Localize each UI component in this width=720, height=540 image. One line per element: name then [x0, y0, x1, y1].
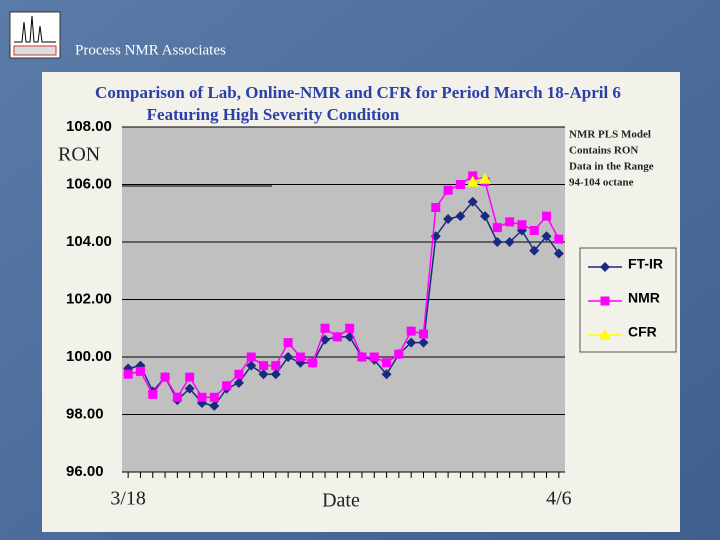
marker	[479, 172, 492, 184]
chart-title: Comparison of Lab, Online-NMR and CFR fo…	[95, 83, 621, 102]
marker	[467, 196, 478, 207]
marker	[135, 366, 145, 376]
x-tick-label: 3/18	[110, 488, 146, 510]
marker	[418, 329, 428, 339]
marker	[233, 377, 244, 388]
marker	[455, 180, 465, 189]
marker	[431, 203, 441, 212]
y-axis-label: RON	[58, 144, 100, 166]
header: Process NMR Associates	[75, 42, 226, 58]
marker	[283, 352, 294, 362]
marker	[345, 323, 355, 333]
legend-label: CFR	[628, 324, 657, 340]
marker	[492, 237, 503, 247]
marker	[283, 338, 293, 348]
marker	[234, 369, 244, 379]
annotation: 94-104 octane	[569, 177, 634, 189]
logo	[9, 11, 61, 59]
marker	[160, 372, 170, 382]
marker	[320, 323, 330, 333]
annotation: Contains RON	[569, 145, 638, 157]
marker	[443, 214, 454, 224]
marker	[246, 352, 256, 362]
marker	[209, 400, 220, 411]
y-tick-label: 104.00	[66, 233, 112, 250]
marker	[381, 369, 392, 380]
marker	[394, 349, 404, 359]
marker	[123, 369, 133, 379]
marker	[184, 383, 195, 394]
marker	[382, 358, 392, 368]
marker	[542, 211, 552, 221]
marker	[553, 248, 564, 259]
marker	[185, 372, 195, 382]
marker	[259, 361, 269, 371]
marker	[554, 234, 564, 244]
marker	[455, 211, 466, 222]
marker	[148, 389, 158, 399]
marker	[443, 185, 453, 195]
marker	[246, 360, 257, 371]
x-axis-label: Date	[322, 490, 360, 512]
annotation: NMR PLS Model	[569, 129, 651, 141]
marker	[492, 223, 502, 233]
marker	[406, 326, 416, 336]
marker	[295, 352, 305, 362]
marker	[406, 337, 417, 348]
marker	[308, 358, 318, 368]
marker	[599, 329, 611, 340]
marker	[600, 296, 610, 306]
marker	[517, 220, 527, 230]
y-tick-label: 98.00	[66, 405, 104, 422]
marker	[418, 337, 429, 348]
legend-label: NMR	[628, 290, 660, 306]
x-tick-label: 4/6	[546, 488, 572, 510]
chart-subtitle: Featuring High Severity Condition	[147, 105, 400, 124]
marker	[332, 332, 342, 342]
annotation: Data in the Range	[569, 161, 654, 173]
y-tick-label: 96.00	[66, 463, 104, 480]
marker	[504, 237, 515, 247]
marker	[271, 361, 281, 371]
legend-label: FT-IR	[628, 256, 663, 272]
marker	[466, 175, 479, 187]
marker	[369, 352, 379, 362]
marker	[529, 226, 539, 235]
y-tick-label: 102.00	[66, 290, 112, 307]
y-tick-label: 106.00	[66, 175, 112, 192]
marker	[505, 217, 515, 227]
marker	[172, 392, 182, 402]
marker	[209, 392, 219, 402]
marker	[529, 245, 540, 256]
marker	[258, 369, 269, 380]
marker	[600, 262, 610, 272]
y-tick-label: 108.00	[66, 118, 112, 135]
marker	[357, 352, 367, 362]
marker	[270, 369, 281, 380]
marker	[197, 392, 207, 402]
marker	[541, 231, 552, 242]
marker	[222, 381, 232, 391]
y-tick-label: 100.00	[66, 348, 112, 365]
marker	[480, 211, 491, 222]
